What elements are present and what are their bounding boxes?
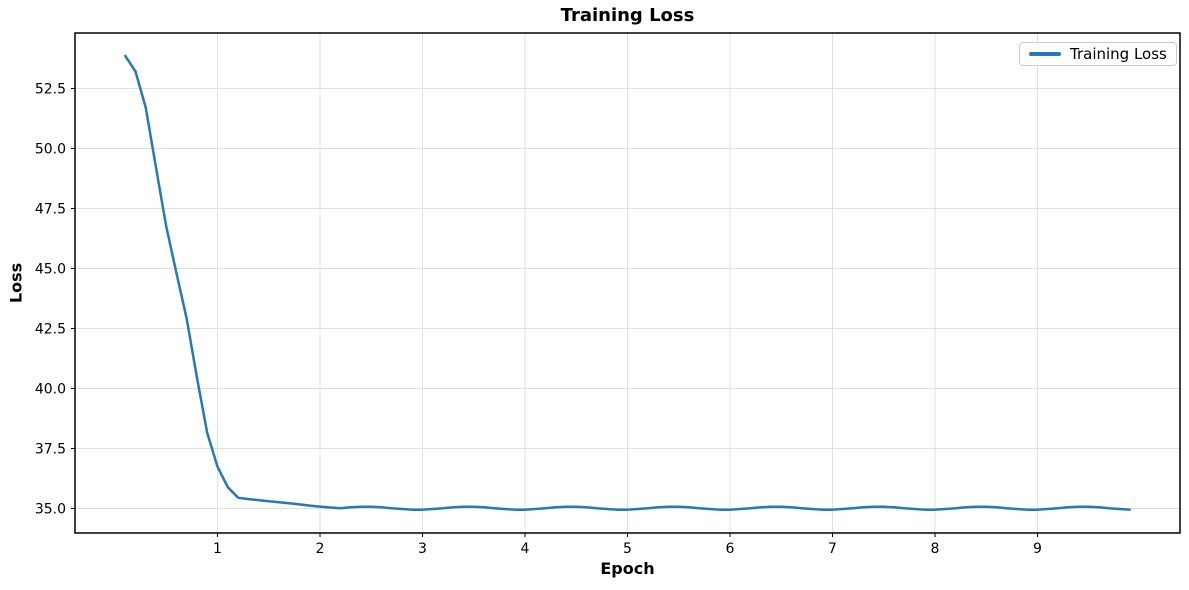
legend-line-swatch-icon: [1029, 52, 1061, 56]
y-tick-label: 47.5: [35, 201, 66, 217]
x-tick-labels: 1 2 3 4 5 6 7 8 9: [213, 541, 1042, 557]
legend: Training Loss: [1019, 42, 1177, 66]
x-tick-label: 8: [931, 541, 940, 557]
y-tick-label: 50.0: [35, 141, 66, 157]
x-tick-label: 1: [213, 541, 222, 557]
y-tick-label: 42.5: [35, 322, 66, 338]
y-tick-label: 40.0: [35, 382, 66, 398]
x-tick-label: 9: [1033, 541, 1042, 557]
x-tick-label: 2: [316, 541, 325, 557]
x-tick-label: 3: [418, 541, 427, 557]
x-tick-label: 4: [521, 541, 530, 557]
y-tick-labels: 35.0 37.5 40.0 42.5 45.0 47.5 50.0 52.5: [35, 81, 66, 517]
y-tick-label: 35.0: [35, 502, 66, 518]
gridlines: [75, 33, 1180, 533]
tick-marks: [71, 87, 1039, 537]
x-tick-label: 6: [726, 541, 735, 557]
x-axis-title: Epoch: [600, 559, 655, 578]
y-tick-label: 45.0: [35, 261, 66, 277]
y-tick-label: 37.5: [35, 442, 66, 458]
y-tick-label: 52.5: [35, 81, 66, 97]
x-tick-label: 5: [623, 541, 632, 557]
training-loss-line: [123, 54, 1132, 511]
legend-label: Training Loss: [1070, 44, 1167, 63]
chart-title: Training Loss: [560, 5, 695, 26]
x-tick-label: 7: [828, 541, 837, 557]
